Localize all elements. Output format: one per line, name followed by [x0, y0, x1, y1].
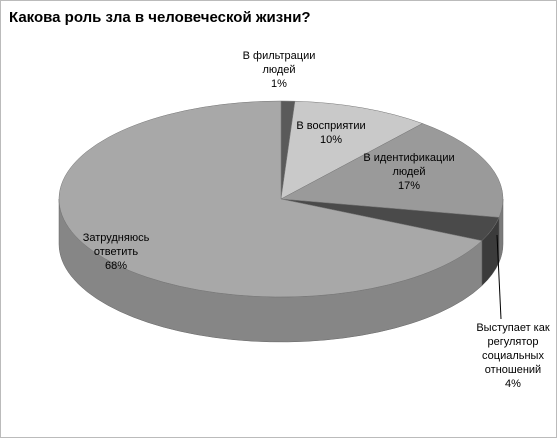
slice: [280, 123, 504, 263]
chart-title: Какова роль зла в человеческой жизни?: [9, 9, 311, 26]
label-value: 68%: [104, 260, 128, 272]
label-category: Выступает как регулятор социальных отнош…: [476, 322, 550, 376]
slice-top: [280, 100, 424, 200]
label-value: 10%: [319, 134, 343, 146]
slice-top: [280, 123, 504, 218]
label-category: В фильтрации людей: [242, 50, 316, 76]
label-value: 17%: [397, 180, 421, 192]
label-category: Затрудняюсь ответить: [82, 232, 150, 258]
label-value: 1%: [271, 78, 287, 90]
data-label: Затрудняюсь ответить 68%: [66, 231, 166, 273]
data-label: В идентификации людей 17%: [354, 151, 464, 193]
slice: [58, 100, 483, 343]
label-category: В восприятии: [296, 120, 366, 132]
slice: [280, 100, 424, 200]
slice-top: [58, 100, 483, 298]
leader-line: [496, 234, 502, 320]
label-value: 4%: [505, 378, 521, 390]
data-label: В фильтрации людей 1%: [234, 49, 324, 91]
data-label: Выступает как регулятор социальных отнош…: [468, 321, 556, 391]
label-category: В идентификации людей: [363, 152, 455, 178]
data-label: В восприятии 10%: [286, 119, 376, 147]
